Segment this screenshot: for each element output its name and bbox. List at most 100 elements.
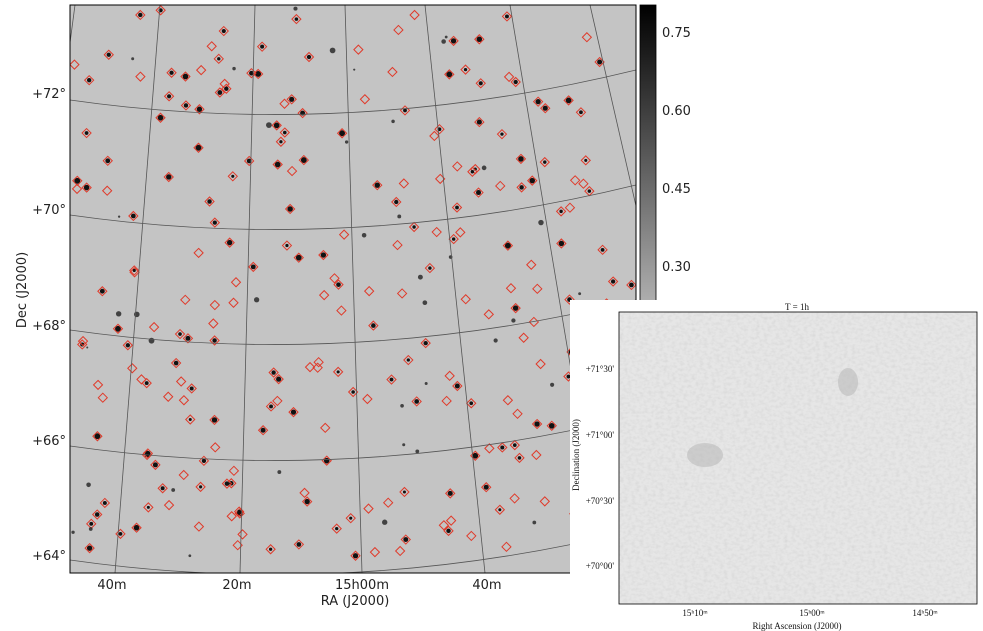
source-dot [353,553,358,558]
x-tick-label: 15ʰ00ᵐ [799,608,825,618]
source-dot [349,517,352,520]
source-dot [289,97,294,102]
y-tick-label: +70° [32,203,66,218]
source-dot [505,14,509,18]
source-dot [535,99,540,104]
source-dot [543,160,546,163]
source-dot [131,214,136,219]
diffuse-emission [687,443,723,467]
source-dot [178,332,182,336]
source-dot [629,283,634,288]
x-tick-label: 20m [222,578,251,593]
x-axis-label: RA (J2000) [321,594,390,609]
source-dot [601,248,605,252]
colorbar-tick-label: 0.30 [662,260,691,275]
x-tick-label: 14ʰ50ᵐ [912,608,938,618]
source-dot [414,399,419,404]
y-axis-label: Declination (J2000) [571,419,581,491]
source-dot [464,68,467,71]
source-dot [167,94,171,98]
source-dot [138,13,142,17]
source-dot [295,17,299,21]
source-dot [269,405,273,409]
source-dot [279,140,282,143]
noise-blob [86,347,88,349]
y-tick-label: +71°00' [586,430,615,440]
source-dot [297,542,302,547]
source-dot [231,175,234,178]
source-dot [202,459,206,463]
source-dot [335,527,338,530]
source-dot [448,491,453,496]
source-dot [469,401,473,405]
source-dot [579,110,583,114]
noise-blob [232,67,235,70]
source-dot [269,548,272,551]
source-dot [185,336,190,341]
source-dot [500,133,503,136]
source-dot [126,343,130,347]
noise-blob [397,215,401,219]
noise-blob [71,531,74,534]
noise-blob [402,443,405,446]
source-dot [407,358,410,361]
source-dot [145,381,149,385]
source-dot [559,210,562,213]
colorbar-tick-label: 0.45 [662,182,691,197]
source-dot [85,131,89,135]
noise-blob [550,383,554,387]
source-dot [237,510,241,514]
source-dot [89,522,93,526]
noise-blob [86,483,91,488]
source-dot [584,159,587,162]
source-dot [276,377,281,382]
colorbar-tick-label: 0.60 [662,104,691,119]
source-dot [103,501,107,505]
source-dot [351,390,355,394]
right-panel: T = 1h +71°30' +71°00' +70°30' +70°00' 1… [570,300,983,631]
source-dot [477,120,482,125]
colorbar [640,5,656,305]
noise-blob [415,449,419,453]
source-dot [446,529,450,533]
source-dot [566,375,570,379]
source-dot [251,264,256,269]
source-dot [119,532,123,536]
noise-blob [482,166,487,171]
noise-blob [134,312,140,318]
source-dot [87,545,92,550]
y-tick-label: +68° [32,319,66,334]
noise-blob [578,292,581,295]
x-tick-label: 40m [472,578,501,593]
noise-blob [362,233,367,238]
source-dot [513,443,517,447]
source-dot [611,279,615,283]
source-dot [476,190,481,195]
source-dot [403,537,408,542]
noise-blob [423,300,428,305]
source-dot [213,220,217,224]
source-dot [260,45,264,49]
source-dot [390,378,394,382]
source-dot [197,107,202,112]
source-dot [412,225,415,228]
noise-blob [89,527,93,531]
source-dot [222,29,226,33]
noise-blob [149,338,155,344]
x-tick-label: 15ʰ10ᵐ [682,608,708,618]
source-dot [519,185,523,189]
source-dot [518,456,522,460]
noise-blob [116,311,121,316]
source-dot [588,189,591,192]
source-dot [169,71,173,75]
y-tick-label: +70°00' [586,561,615,571]
source-dot [428,266,431,269]
source-dot [271,370,275,374]
noise-blob [441,39,446,44]
source-dot [95,512,100,517]
source-dot [227,240,232,245]
source-dot [452,237,455,240]
colorbar-tick-label: 0.75 [662,26,691,41]
source-dot [375,182,380,187]
source-dot [87,78,91,82]
